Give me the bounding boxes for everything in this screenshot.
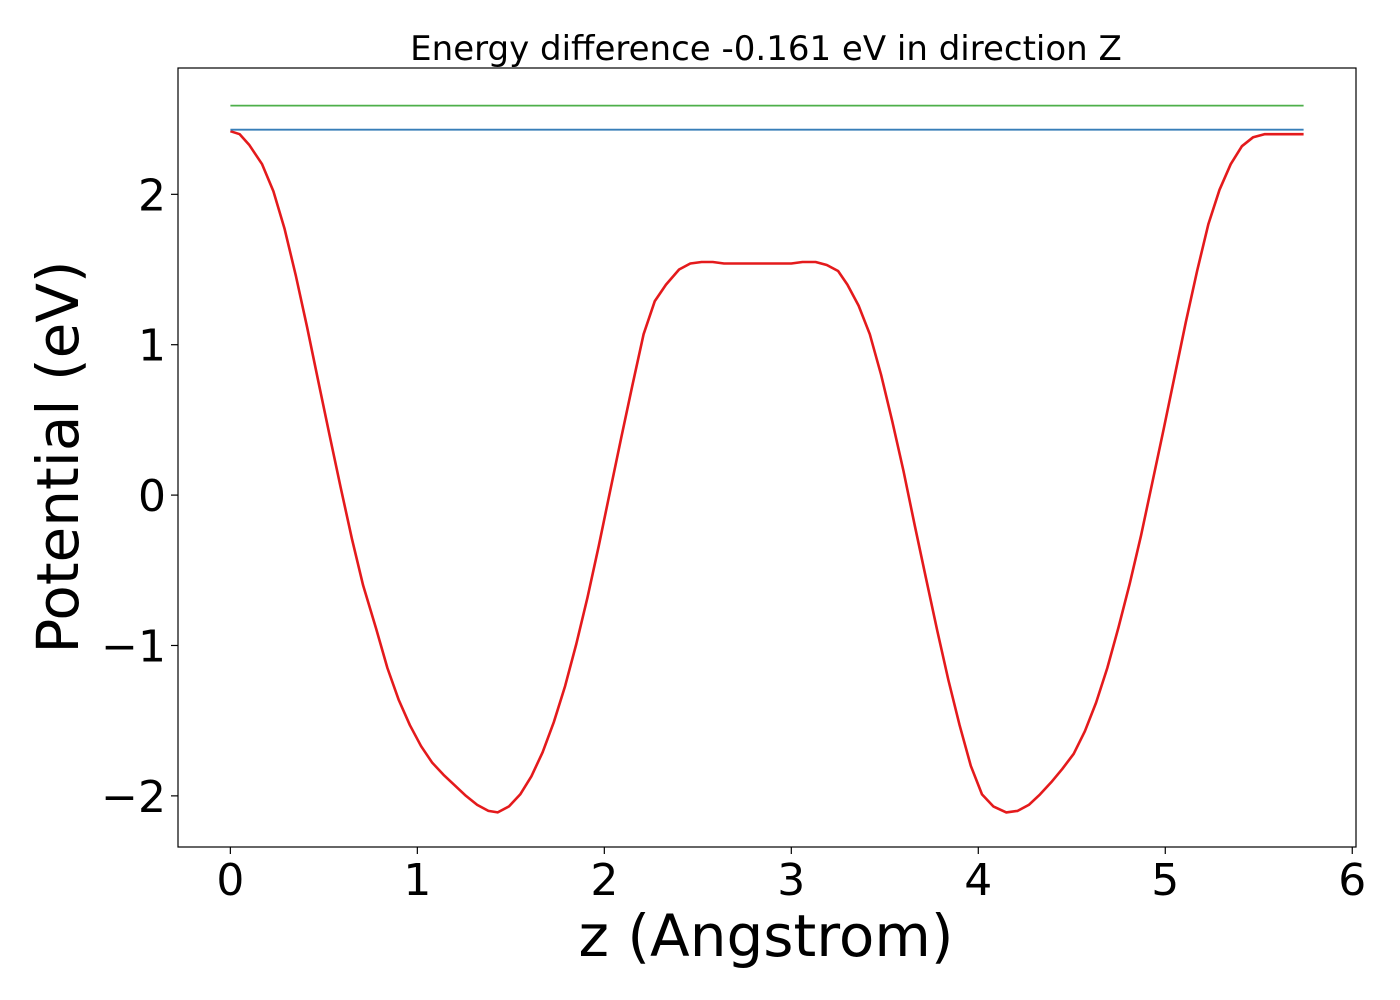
y-tick-label: −1	[101, 621, 166, 672]
x-tick-label: 3	[777, 855, 805, 906]
y-tick-label: −2	[101, 772, 166, 823]
x-tick-label: 0	[216, 855, 244, 906]
y-tick-label: 0	[138, 471, 166, 522]
x-axis-label: z (Angstrom)	[579, 902, 954, 970]
axis-ticks: 0 1 2 3 4 5 6 −2 −1 0 1 2	[101, 170, 1366, 906]
plot-area	[230, 104, 1304, 814]
series-line-0	[230, 129, 1304, 814]
x-tick-label: 6	[1338, 855, 1366, 906]
x-tick-label: 5	[1151, 855, 1179, 906]
plot-frame	[177, 67, 1357, 848]
x-tick-label: 1	[403, 855, 431, 906]
y-axis-label: Potential (eV)	[24, 260, 92, 653]
y-tick-label: 1	[138, 321, 166, 372]
y-tick-label: 2	[138, 170, 166, 221]
x-tick-label: 4	[964, 855, 992, 906]
x-tick-label: 2	[590, 855, 618, 906]
chart-title: Energy difference -0.161 eV in direction…	[410, 29, 1122, 69]
